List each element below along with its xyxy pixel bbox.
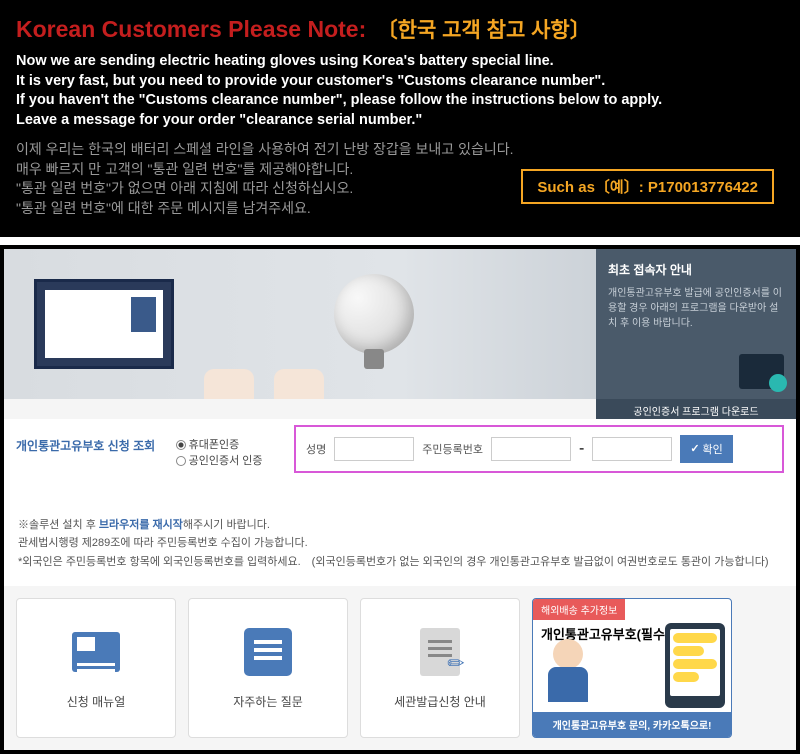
notice-title-ko: 〔한국 고객 참고 사항〕	[377, 19, 591, 42]
lookup-form: 개인통관고유부호 신청 조회 휴대폰인증 공인인증서 인증 성명 주민등록번호 …	[4, 419, 796, 510]
cartoon-person-icon	[543, 639, 593, 699]
notice-title-en: Korean Customers Please Note:	[16, 16, 366, 42]
customs-info-label: 세관발급신청 안내	[394, 693, 486, 710]
promo-card[interactable]: 해외배송 추가정보 개인통관고유부호(필수) 개인통관고유부호 문의, 카카오톡…	[532, 598, 732, 738]
name-input[interactable]	[334, 437, 414, 461]
side-panel-title: 최초 접속자 안내	[608, 261, 784, 278]
faq-card[interactable]: 자주하는 질문	[188, 598, 348, 738]
document-icon	[420, 628, 460, 676]
phone-icon	[665, 623, 725, 708]
faq-label: 자주하는 질문	[233, 693, 303, 710]
monitor-icon	[739, 354, 784, 389]
radio-phone-auth[interactable]: 휴대폰인증	[176, 437, 263, 454]
faq-icon	[244, 628, 292, 676]
customs-info-card[interactable]: 세관발급신청 안내	[360, 598, 520, 738]
promo-footer: 개인통관고유부호 문의, 카카오톡으로!	[533, 712, 731, 737]
name-label: 성명	[306, 441, 326, 457]
lookup-label: 개인통관고유부호 신청 조회	[16, 439, 155, 453]
manual-card[interactable]: 신청 매뉴얼	[16, 598, 176, 738]
manual-icon	[72, 632, 120, 672]
banner-image: 최초 접속자 안내 개인통관고유부호 발급에 공인인증서를 이용할 경우 아래의…	[4, 249, 796, 399]
rrn-input-2[interactable]	[592, 437, 672, 461]
rrn-dash: -	[579, 440, 584, 458]
example-number-box: Such as〔예〕: P170013776422	[521, 169, 774, 204]
promo-tag: 해외배송 추가정보	[533, 599, 625, 620]
notice-english-text: Now we are sending electric heating glov…	[16, 52, 784, 130]
side-panel-body: 개인통관고유부호 발급에 공인인증서를 이용할 경우 아래의 프로그램을 다운받…	[608, 286, 784, 331]
confirm-button[interactable]: 확인	[680, 435, 732, 463]
rrn-label: 주민등록번호	[422, 441, 483, 457]
form-notes: ※솔루션 설치 후 브라우저를 재시작해주시기 바랍니다. 관세법시행령 제28…	[4, 510, 796, 586]
first-visitor-panel: 최초 접속자 안내 개인통관고유부호 발급에 공인인증서를 이용할 경우 아래의…	[596, 249, 796, 399]
highlighted-input-area: 성명 주민등록번호 - 확인	[294, 425, 784, 473]
radio-cert-auth[interactable]: 공인인증서 인증	[176, 453, 263, 470]
rrn-input-1[interactable]	[491, 437, 571, 461]
customs-website-screenshot: 최초 접속자 안내 개인통관고유부호 발급에 공인인증서를 이용할 경우 아래의…	[0, 245, 800, 754]
manual-label: 신청 매뉴얼	[67, 693, 126, 710]
